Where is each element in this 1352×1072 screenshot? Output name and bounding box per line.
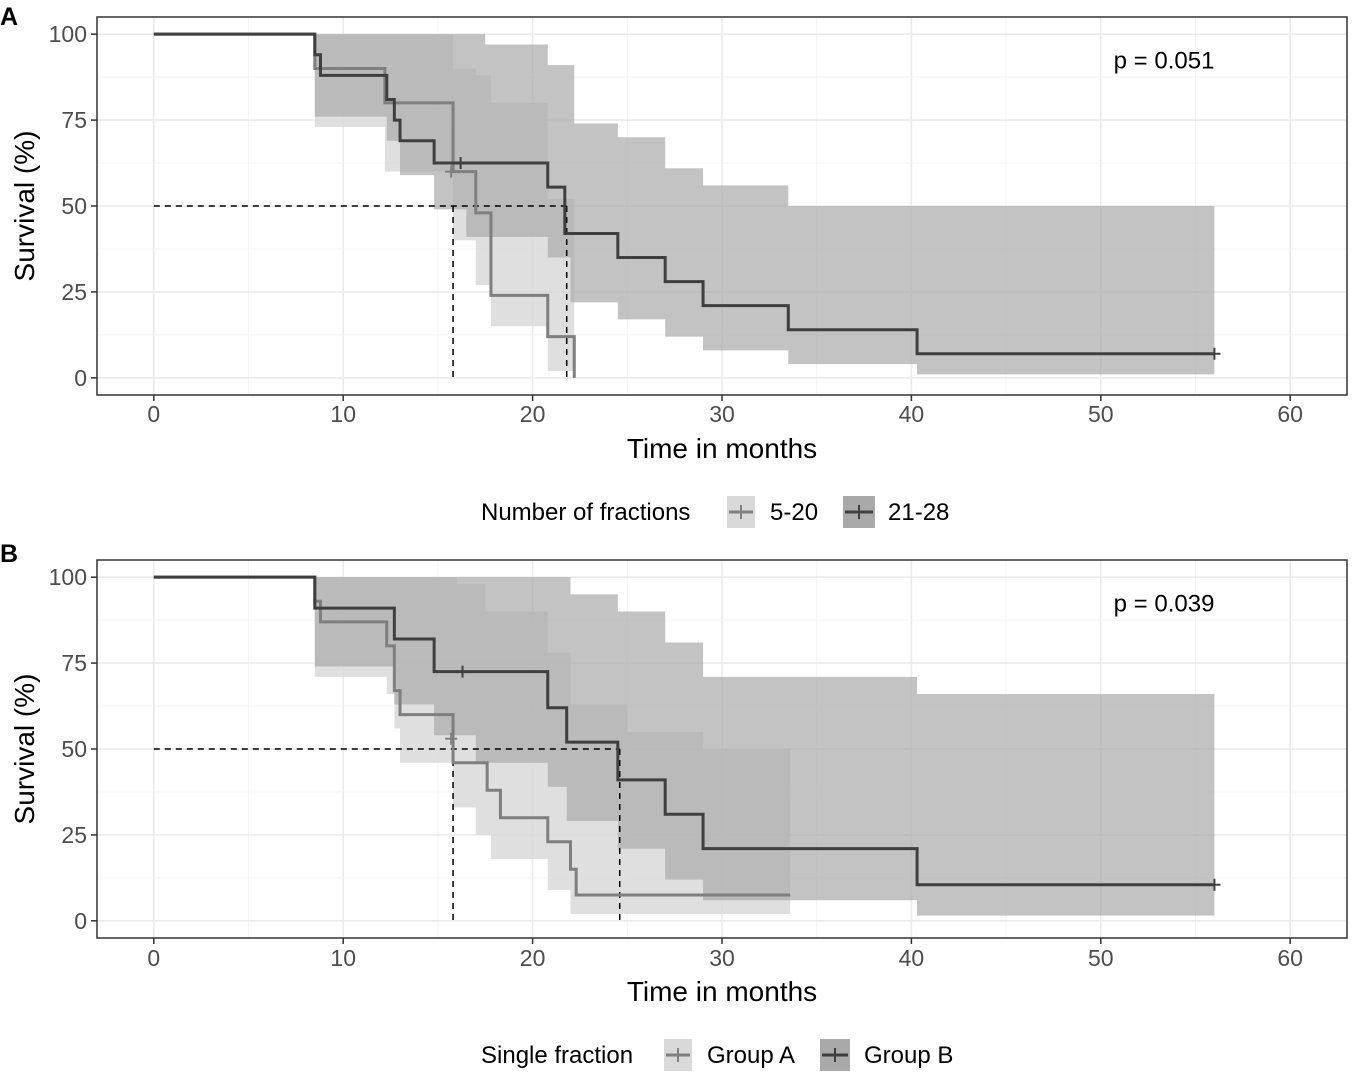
y-tick-label: 0 [74,365,87,391]
y-tick-label: 75 [61,650,87,676]
y-tick-label: 100 [49,564,87,590]
y-tick-label: 25 [61,279,87,305]
y-tick-label: 50 [61,193,87,219]
x-tick-label: 10 [330,945,356,971]
panel-b: 0 10 20 30 40 50 60 0 25 50 75 100 Time in months Sur… [0,540,1348,1071]
x-axis-title: Time in months [627,433,817,464]
x-tick-label: 30 [709,945,735,971]
legend-label-2: 21-28 [888,499,949,526]
legend-label-1: 5-20 [770,499,818,526]
x-tick-label: 30 [709,401,735,427]
legend: Single fraction Group A Group B [481,1039,953,1071]
survival-curve-2 [153,575,1215,887]
panel-letter: B [0,540,18,568]
panel-letter: A [0,3,18,31]
x-tick-label: 60 [1277,401,1303,427]
p-value-annotation: p = 0.051 [1114,48,1215,75]
survival-curve-1 [153,32,576,378]
legend-label-2: Group B [864,1042,953,1069]
legend: Number of fractions 5-20 21-28 [481,496,949,528]
x-tick-label: 0 [147,401,160,427]
x-tick-label: 10 [330,401,356,427]
y-axis-title: Survival (%) [9,674,40,825]
y-tick-label: 0 [74,908,87,934]
x-tick-label: 50 [1088,945,1114,971]
survival-curve-2 [153,32,1215,356]
x-tick-label: 0 [147,945,160,971]
x-tick-label: 40 [899,401,925,427]
x-axis-title: Time in months [627,976,817,1007]
y-tick-label: 25 [61,822,87,848]
y-tick-label: 100 [49,21,87,47]
x-tick-label: 20 [520,945,546,971]
legend-title: Single fraction [481,1042,633,1069]
legend-title: Number of fractions [481,499,690,526]
confidence-band-2 [153,34,1215,375]
legend-label-1: Group A [707,1042,795,1069]
p-value-annotation: p = 0.039 [1114,591,1215,618]
y-tick-label: 75 [61,107,87,133]
x-tick-label: 40 [899,945,925,971]
panel-a: 0 10 20 30 40 50 60 0 25 50 75 100 Time in months Sur… [0,3,1348,528]
y-axis-title: Survival (%) [9,131,40,282]
x-tick-label: 20 [520,401,546,427]
x-tick-label: 60 [1277,945,1303,971]
confidence-band-2 [153,577,1215,916]
x-tick-label: 50 [1088,401,1114,427]
y-tick-label: 50 [61,736,87,762]
